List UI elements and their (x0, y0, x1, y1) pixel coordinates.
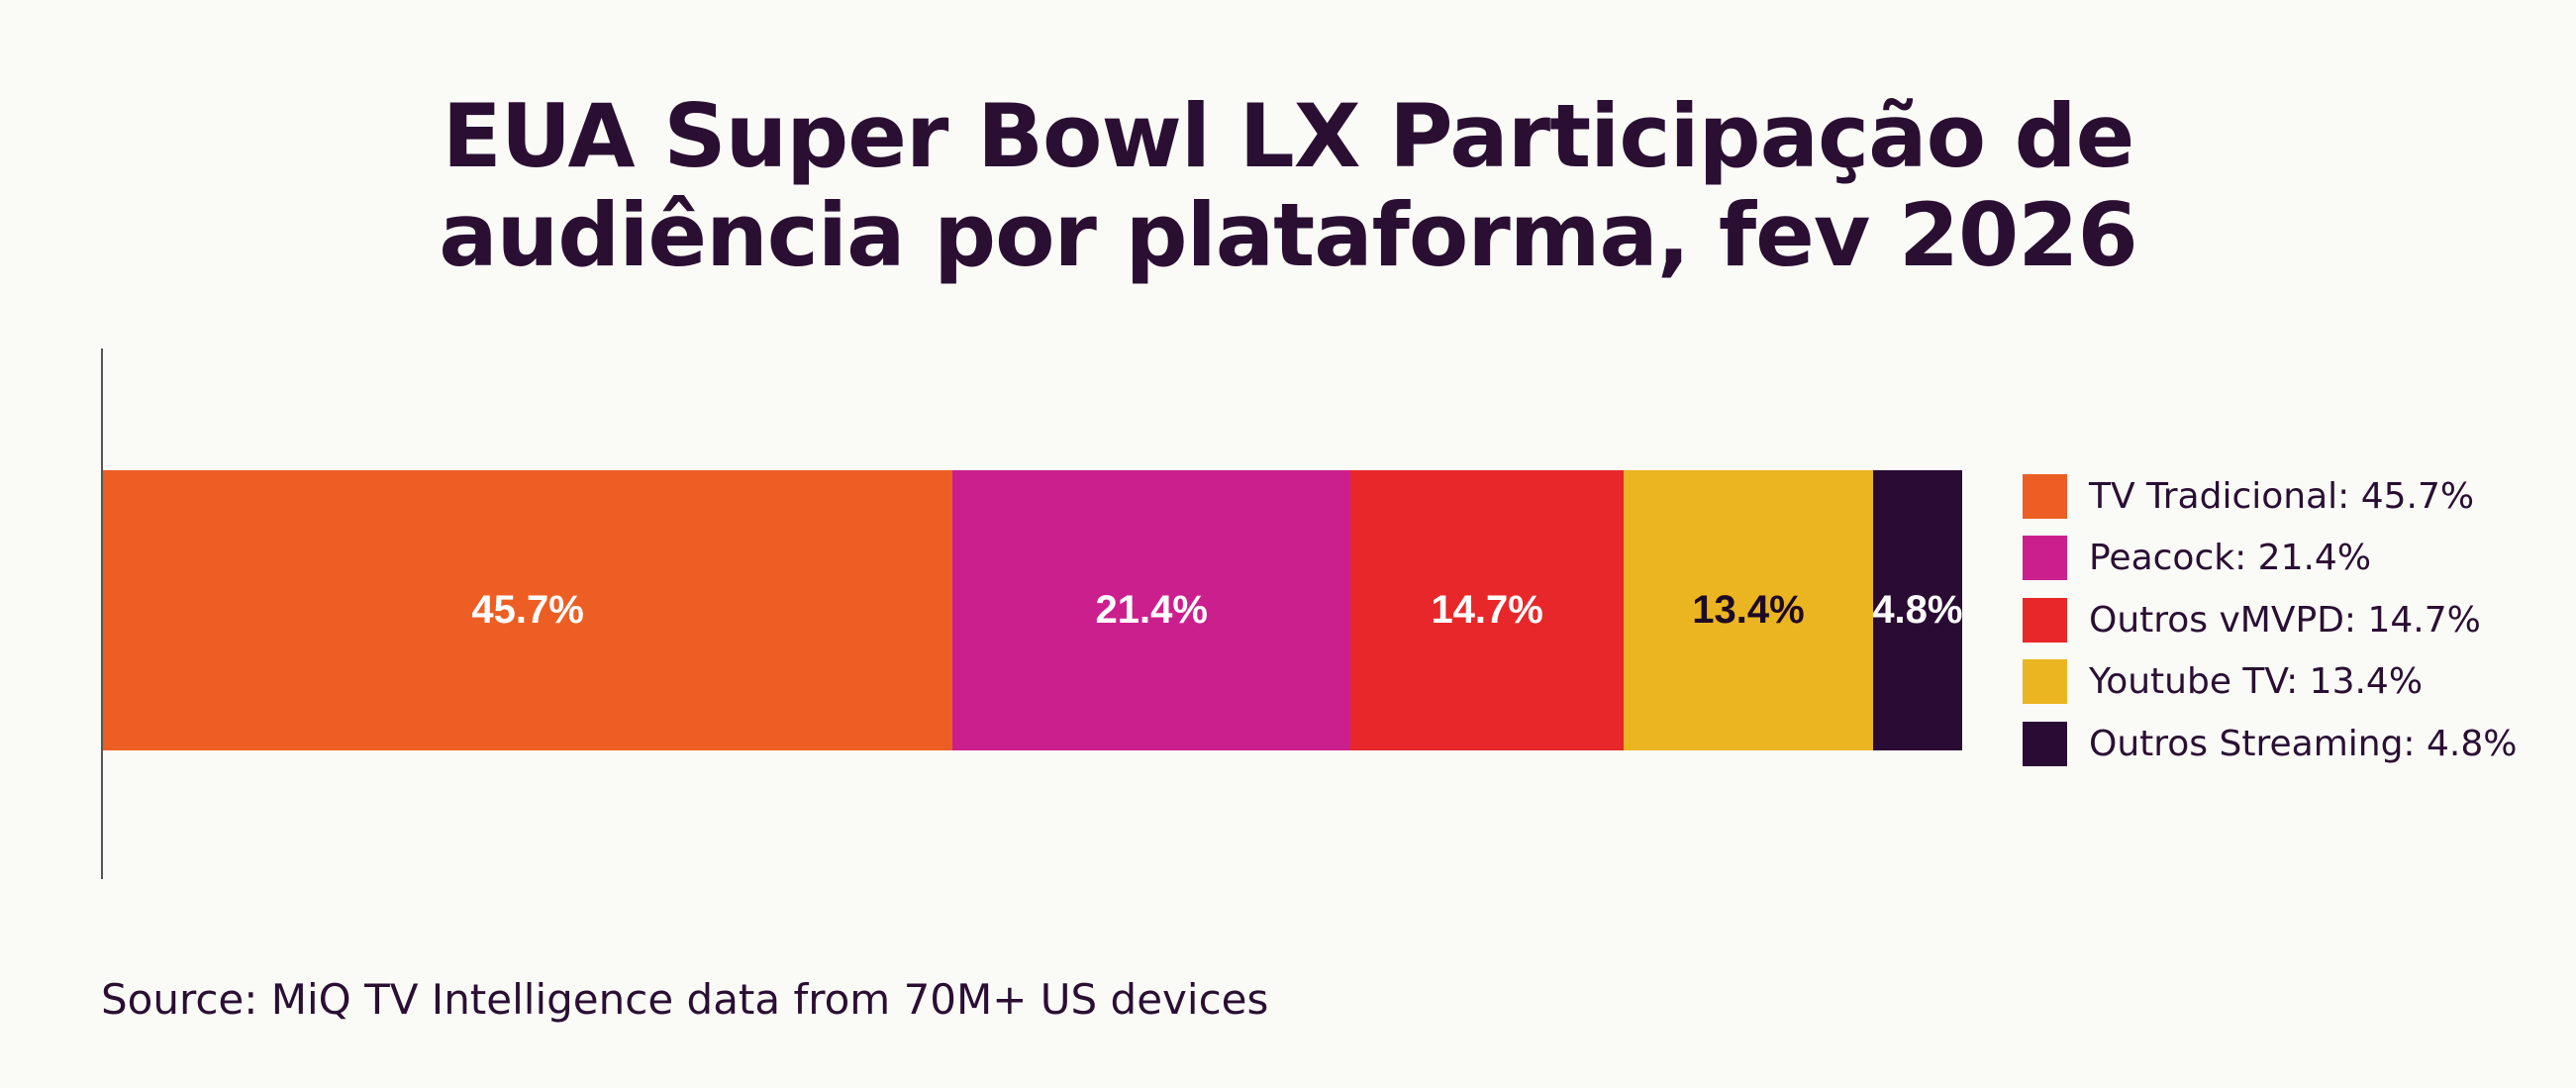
data-label: 13.4% (1692, 588, 1805, 632)
bar-segment-outros-streaming: 4.8% (1872, 470, 1963, 750)
data-label: 4.8% (1872, 588, 1963, 632)
bar-segment-youtube-tv: 13.4% (1624, 470, 1873, 750)
chart-title-line-1: EUA Super Bowl LX Participação de (442, 85, 2135, 187)
legend-item: Youtube TV: 13.4% (2023, 651, 2517, 714)
legend-swatch (2023, 659, 2067, 705)
bar-segment-peacock: 21.4% (952, 470, 1351, 750)
legend-label: Peacock: 21.4% (2089, 538, 2372, 579)
source-note: Source: MiQ TV Intelligence data from 70… (101, 975, 1269, 1024)
legend-swatch (2023, 536, 2067, 581)
legend-label: TV Tradicional: 45.7% (2089, 475, 2475, 517)
stacked-bar: 45.7% 21.4% 14.7% 13.4% 4.8% (103, 470, 1962, 750)
bar-segment-outros-vmvpd: 14.7% (1350, 470, 1625, 750)
legend-item: Outros Streaming: 4.8% (2023, 713, 2517, 775)
legend-label: Outros vMVPD: 14.7% (2089, 599, 2481, 641)
legend-item: Peacock: 21.4% (2023, 528, 2517, 590)
legend: TV Tradicional: 45.7% Peacock: 21.4% Outro… (2023, 465, 2517, 775)
legend-label: Outros Streaming: 4.8% (2089, 723, 2518, 764)
data-label: 14.7% (1431, 588, 1543, 632)
chart-title: EUA Super Bowl LX Participação de audiên… (0, 87, 2576, 285)
legend-swatch (2023, 473, 2067, 519)
data-label: 45.7% (471, 588, 584, 632)
data-label: 21.4% (1095, 588, 1208, 632)
legend-label: Youtube TV: 13.4% (2089, 661, 2424, 703)
legend-item: Outros vMVPD: 14.7% (2023, 589, 2517, 651)
legend-swatch (2023, 721, 2067, 766)
legend-item: TV Tradicional: 45.7% (2023, 465, 2517, 528)
y-axis-line (101, 348, 103, 879)
legend-swatch (2023, 597, 2067, 643)
chart-title-line-2: audiência por plataforma, fev 2026 (439, 184, 2138, 286)
bar-segment-tv-tradicional: 45.7% (103, 470, 953, 750)
